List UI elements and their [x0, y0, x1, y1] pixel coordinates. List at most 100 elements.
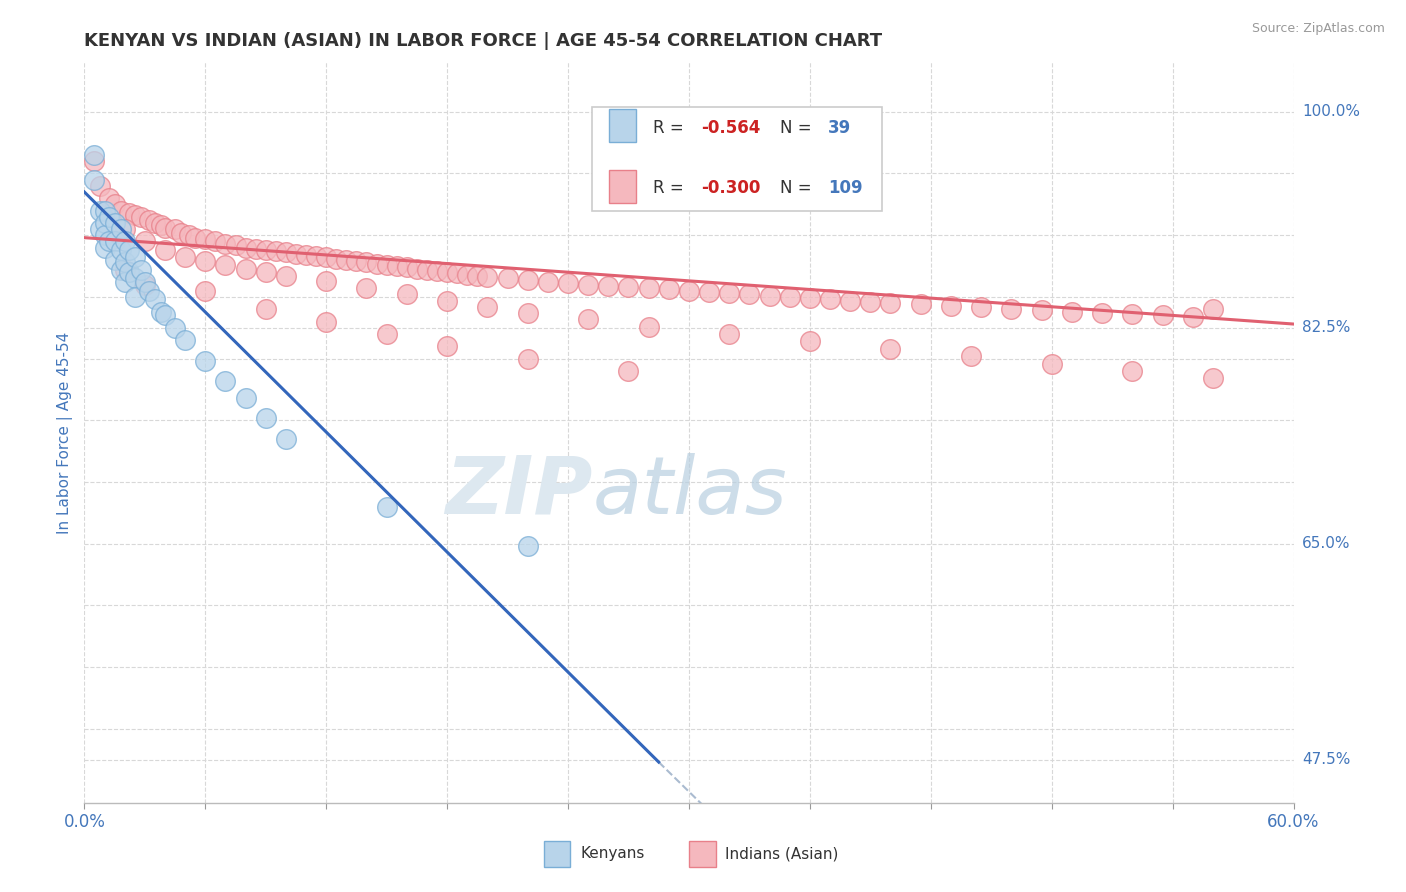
Point — [758, 288, 780, 302]
Point — [1060, 304, 1083, 318]
Point — [859, 294, 882, 309]
Point — [970, 300, 993, 314]
Y-axis label: In Labor Force | Age 45-54: In Labor Force | Age 45-54 — [58, 332, 73, 533]
Point — [678, 284, 700, 298]
Point — [89, 178, 111, 193]
Point — [315, 274, 337, 288]
Point — [960, 349, 983, 363]
Point — [165, 320, 187, 334]
Point — [375, 258, 398, 272]
Point — [93, 203, 115, 218]
Point — [114, 235, 136, 249]
Point — [406, 261, 429, 276]
Point — [89, 203, 111, 218]
Text: ZIP: ZIP — [444, 453, 592, 531]
Point — [385, 259, 408, 273]
Point — [110, 262, 132, 277]
Point — [516, 306, 538, 320]
Point — [179, 228, 201, 243]
Point — [83, 148, 105, 162]
Point — [697, 285, 720, 299]
Point — [366, 256, 388, 270]
Text: N =: N = — [780, 119, 817, 136]
Text: 65.0%: 65.0% — [1302, 536, 1350, 551]
Point — [235, 391, 257, 405]
Text: 39: 39 — [828, 119, 851, 136]
Point — [799, 291, 821, 305]
Point — [245, 242, 267, 256]
Point — [97, 191, 120, 205]
Point — [124, 271, 146, 285]
Point — [93, 228, 115, 243]
Point — [153, 243, 176, 257]
Point — [118, 206, 141, 220]
Point — [194, 284, 217, 298]
Point — [779, 290, 801, 304]
Point — [315, 251, 337, 265]
Point — [225, 238, 247, 252]
Point — [477, 270, 499, 285]
Point — [214, 236, 236, 251]
Point — [939, 299, 962, 313]
Text: R =: R = — [652, 119, 689, 136]
FancyBboxPatch shape — [689, 840, 716, 867]
Point — [235, 261, 257, 276]
FancyBboxPatch shape — [592, 107, 883, 211]
Point — [83, 172, 105, 186]
Point — [124, 290, 146, 304]
Point — [170, 226, 193, 240]
Text: -0.300: -0.300 — [702, 179, 761, 197]
Point — [104, 197, 127, 211]
Point — [134, 275, 156, 289]
Point — [356, 281, 378, 295]
Point — [325, 252, 347, 266]
Point — [436, 265, 458, 279]
Point — [104, 252, 127, 267]
Point — [576, 312, 599, 326]
Point — [305, 249, 328, 263]
Point — [637, 281, 659, 295]
Point — [153, 309, 176, 323]
Text: 100.0%: 100.0% — [1302, 104, 1360, 120]
Text: atlas: atlas — [592, 453, 787, 531]
Point — [839, 293, 862, 308]
Point — [274, 268, 297, 283]
Point — [446, 267, 468, 281]
Text: Indians (Asian): Indians (Asian) — [725, 847, 838, 862]
Point — [124, 251, 146, 265]
Point — [467, 268, 489, 283]
Point — [718, 286, 741, 301]
Point — [143, 293, 166, 307]
Point — [395, 287, 418, 301]
Point — [879, 296, 901, 310]
Point — [416, 262, 439, 277]
Point — [114, 255, 136, 269]
Point — [118, 265, 141, 279]
Point — [194, 354, 217, 368]
Point — [799, 334, 821, 349]
Point — [426, 264, 449, 278]
Point — [818, 293, 841, 307]
Point — [375, 326, 398, 341]
Point — [496, 271, 519, 285]
Point — [138, 284, 160, 298]
Point — [516, 539, 538, 553]
Point — [557, 277, 579, 291]
Point — [395, 260, 418, 275]
Point — [1152, 309, 1174, 323]
Point — [118, 243, 141, 257]
Text: 109: 109 — [828, 179, 863, 197]
Point — [254, 302, 277, 317]
Point — [110, 243, 132, 257]
Point — [658, 283, 681, 297]
Point — [285, 246, 308, 260]
Point — [356, 255, 378, 269]
Point — [143, 216, 166, 230]
Point — [174, 333, 197, 347]
Point — [1121, 364, 1143, 378]
Point — [295, 248, 318, 262]
Text: KENYAN VS INDIAN (ASIAN) IN LABOR FORCE | AGE 45-54 CORRELATION CHART: KENYAN VS INDIAN (ASIAN) IN LABOR FORCE … — [84, 32, 883, 50]
Point — [1202, 371, 1225, 385]
Point — [1181, 310, 1204, 324]
Point — [274, 432, 297, 446]
